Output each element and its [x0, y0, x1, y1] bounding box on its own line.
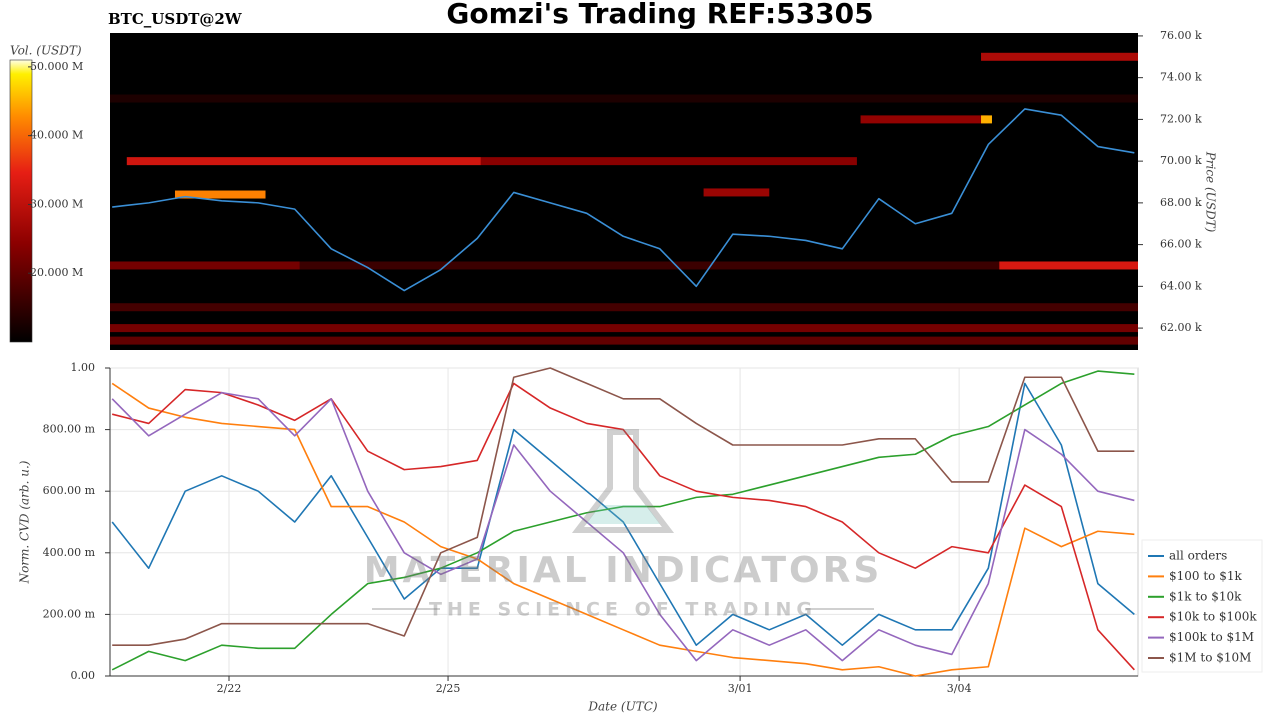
chart-title: Gomzi's Trading REF:53305	[446, 0, 873, 30]
watermark-title: MATERIAL INDICATORS	[364, 550, 883, 591]
colorbar-tick-label: 40.000 M	[30, 129, 83, 142]
y-tick-label: 0.00	[71, 669, 96, 682]
heatmap-band	[480, 157, 857, 166]
heatmap-background	[110, 33, 1138, 350]
x-tick-label: 2/22	[217, 682, 242, 695]
watermark-icon-fill	[586, 505, 660, 524]
heatmap-band	[110, 94, 1138, 103]
series-line	[112, 108, 1135, 292]
heatmap-band	[299, 261, 1000, 270]
legend-label: $10k to $100k	[1169, 610, 1257, 624]
y-axis-label: Norm. CVD (arb. u.)	[18, 460, 32, 584]
heatmap-band	[110, 261, 300, 270]
cvd-panel: 0.00 200.00 m 400.00 m 600.00 m 800.00 m 1.00…	[18, 361, 1263, 714]
watermark: MATERIAL INDICATORS THE SCIENCE OF TRADI…	[364, 429, 883, 621]
legend-label: $1M to $10M	[1169, 651, 1251, 665]
series-line	[111, 382, 1135, 677]
y-tick-label: 66.00 k	[1160, 238, 1202, 251]
legend-label: all orders	[1169, 549, 1227, 563]
series-line	[111, 391, 1135, 662]
heatmap-band	[110, 303, 1138, 312]
colorbar-label: Vol. (USDT)	[10, 44, 82, 58]
heatmap-band	[174, 190, 266, 199]
series-line	[111, 382, 1135, 671]
y-tick-label: 400.00 m	[43, 546, 96, 559]
y-tick-label: 70.00 k	[1160, 154, 1202, 167]
y-tick-label: 64.00 k	[1160, 279, 1202, 292]
y-tick-label: 74.00 k	[1160, 71, 1202, 84]
series-line	[112, 367, 1135, 647]
legend-label: $100 to $1k	[1169, 569, 1242, 583]
heatmap-band	[110, 336, 1138, 345]
heatmap-band	[999, 261, 1138, 270]
x-tick-label: 3/04	[947, 682, 972, 695]
x-tick-label: 2/25	[436, 682, 461, 695]
legend-label: $1k to $10k	[1169, 589, 1242, 603]
watermark-icon	[571, 429, 675, 533]
chart-subtitle: BTC_USDT@2W	[108, 10, 243, 28]
heatmap-band	[110, 324, 1138, 333]
heatmap-band	[860, 115, 989, 124]
heatmap-band	[981, 115, 992, 124]
y-tick-label: 76.00 k	[1160, 29, 1202, 42]
heatmap-band	[703, 188, 770, 197]
y-axis-label: Price (USDT)	[1204, 151, 1218, 233]
heatmap-band	[981, 52, 1138, 61]
series-line	[111, 382, 1135, 647]
y-tick-label: 1.00	[71, 361, 96, 374]
colorbar	[9, 59, 33, 343]
colorbar-tick-label: 30.000 M	[30, 197, 83, 210]
legend-label: $100k to $1M	[1169, 630, 1254, 644]
y-tick-label: 62.00 k	[1160, 321, 1202, 334]
colorbar-tick-label: 50.000 M	[30, 60, 83, 73]
y-tick-label: 68.00 k	[1160, 196, 1202, 209]
heatmap-panel: 62.00 k 64.00 k 66.00 k 68.00 k 70.00 k 72.00…	[9, 29, 1218, 350]
x-tick-label: 3/01	[728, 682, 753, 695]
y-tick-label: 800.00 m	[43, 423, 96, 436]
y-tick-label: 72.00 k	[1160, 112, 1202, 125]
series-line	[111, 370, 1135, 671]
watermark-subtitle: THE SCIENCE OF TRADING	[429, 599, 817, 621]
legend-box	[1141, 539, 1263, 673]
y-tick-label: 600.00 m	[43, 484, 96, 497]
colorbar-tick-label: 20.000 M	[30, 266, 83, 279]
y-tick-label: 200.00 m	[43, 607, 96, 620]
heatmap-band	[126, 157, 481, 166]
x-axis-label: Date (UTC)	[587, 700, 657, 714]
